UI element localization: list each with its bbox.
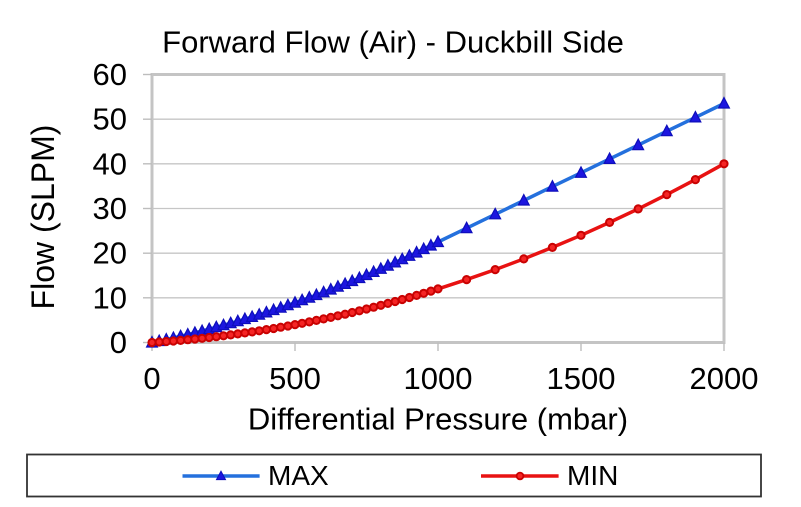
svg-text:1500: 1500 xyxy=(547,361,616,396)
svg-text:MIN: MIN xyxy=(567,460,618,491)
svg-text:Forward Flow (Air) - Duckbill: Forward Flow (Air) - Duckbill Side xyxy=(162,25,624,60)
svg-text:Differential Pressure (mbar): Differential Pressure (mbar) xyxy=(248,402,628,437)
svg-text:1000: 1000 xyxy=(404,361,473,396)
svg-text:20: 20 xyxy=(93,236,127,271)
svg-text:2000: 2000 xyxy=(690,361,759,396)
svg-text:40: 40 xyxy=(93,146,127,181)
svg-text:Flow (SLPM): Flow (SLPM) xyxy=(25,125,61,310)
svg-text:50: 50 xyxy=(93,102,127,137)
svg-text:30: 30 xyxy=(93,191,127,226)
svg-text:0: 0 xyxy=(110,325,127,360)
svg-text:10: 10 xyxy=(93,280,127,315)
svg-text:500: 500 xyxy=(269,361,321,396)
svg-text:MAX: MAX xyxy=(268,460,329,491)
svg-text:0: 0 xyxy=(143,361,160,396)
svg-text:60: 60 xyxy=(93,57,127,92)
